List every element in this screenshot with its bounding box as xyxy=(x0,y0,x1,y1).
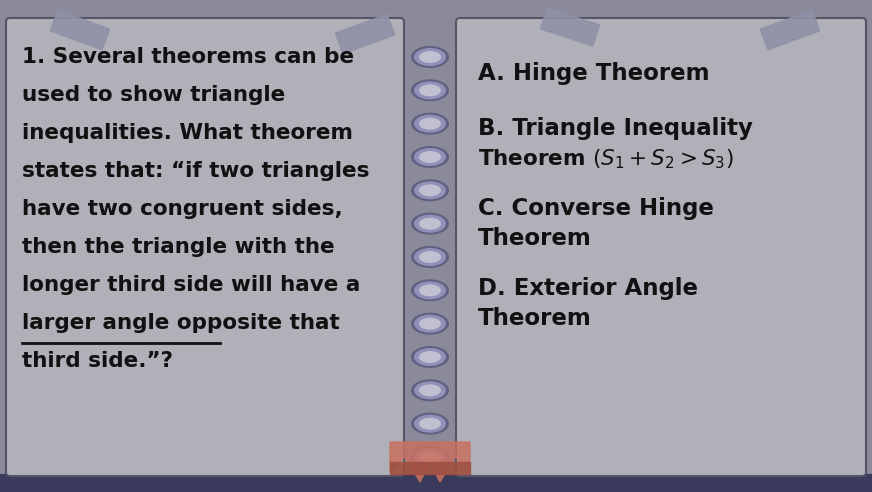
Ellipse shape xyxy=(411,46,449,68)
Ellipse shape xyxy=(414,182,446,199)
Text: inequalities. What theorem: inequalities. What theorem xyxy=(22,123,353,143)
Ellipse shape xyxy=(411,279,449,301)
Ellipse shape xyxy=(419,318,441,330)
Polygon shape xyxy=(336,14,395,54)
Text: D. Exterior Angle: D. Exterior Angle xyxy=(478,277,698,300)
Ellipse shape xyxy=(411,346,449,368)
Ellipse shape xyxy=(414,415,446,432)
Ellipse shape xyxy=(414,348,446,366)
Ellipse shape xyxy=(414,381,446,400)
Ellipse shape xyxy=(419,217,441,230)
Text: third side.”?: third side.”? xyxy=(22,351,173,371)
Ellipse shape xyxy=(411,246,449,268)
Ellipse shape xyxy=(411,379,449,401)
Ellipse shape xyxy=(419,384,441,397)
Ellipse shape xyxy=(419,118,441,130)
Text: B. Triangle Inequality: B. Triangle Inequality xyxy=(478,117,753,140)
Text: 1. Several theorems can be: 1. Several theorems can be xyxy=(22,47,354,67)
Ellipse shape xyxy=(414,281,446,299)
Text: states that: “if two triangles: states that: “if two triangles xyxy=(22,161,370,181)
Text: Theorem: Theorem xyxy=(478,307,592,330)
Bar xyxy=(390,462,470,474)
Ellipse shape xyxy=(411,113,449,135)
Polygon shape xyxy=(541,8,600,46)
Ellipse shape xyxy=(414,448,446,466)
Ellipse shape xyxy=(419,184,441,196)
Ellipse shape xyxy=(419,451,441,463)
Ellipse shape xyxy=(414,48,446,66)
Polygon shape xyxy=(390,442,470,482)
Ellipse shape xyxy=(419,284,441,296)
Ellipse shape xyxy=(411,146,449,168)
Ellipse shape xyxy=(414,315,446,333)
Text: A. Hinge Theorem: A. Hinge Theorem xyxy=(478,62,710,85)
Ellipse shape xyxy=(414,115,446,133)
Text: C. Converse Hinge: C. Converse Hinge xyxy=(478,197,714,220)
Ellipse shape xyxy=(419,251,441,263)
Text: longer third side will have a: longer third side will have a xyxy=(22,275,360,295)
Ellipse shape xyxy=(419,151,441,163)
Bar xyxy=(0,474,872,492)
Ellipse shape xyxy=(411,413,449,434)
Polygon shape xyxy=(51,10,110,50)
Ellipse shape xyxy=(414,81,446,99)
Text: Theorem: Theorem xyxy=(478,227,592,250)
Ellipse shape xyxy=(411,79,449,101)
Ellipse shape xyxy=(411,313,449,335)
Polygon shape xyxy=(760,10,820,50)
Text: then the triangle with the: then the triangle with the xyxy=(22,237,335,257)
Text: larger angle opposite that: larger angle opposite that xyxy=(22,313,340,333)
FancyBboxPatch shape xyxy=(6,18,404,476)
Ellipse shape xyxy=(419,351,441,363)
Ellipse shape xyxy=(419,51,441,63)
Ellipse shape xyxy=(419,84,441,96)
Ellipse shape xyxy=(414,148,446,166)
Ellipse shape xyxy=(411,213,449,235)
Ellipse shape xyxy=(414,215,446,233)
Ellipse shape xyxy=(411,446,449,468)
Ellipse shape xyxy=(411,179,449,201)
Ellipse shape xyxy=(419,418,441,430)
Text: have two congruent sides,: have two congruent sides, xyxy=(22,199,343,219)
Text: used to show triangle: used to show triangle xyxy=(22,85,285,105)
Ellipse shape xyxy=(414,248,446,266)
Text: Theorem $(S_1 + S_2 > S_3)$: Theorem $(S_1 + S_2 > S_3)$ xyxy=(478,147,733,171)
FancyBboxPatch shape xyxy=(456,18,866,476)
